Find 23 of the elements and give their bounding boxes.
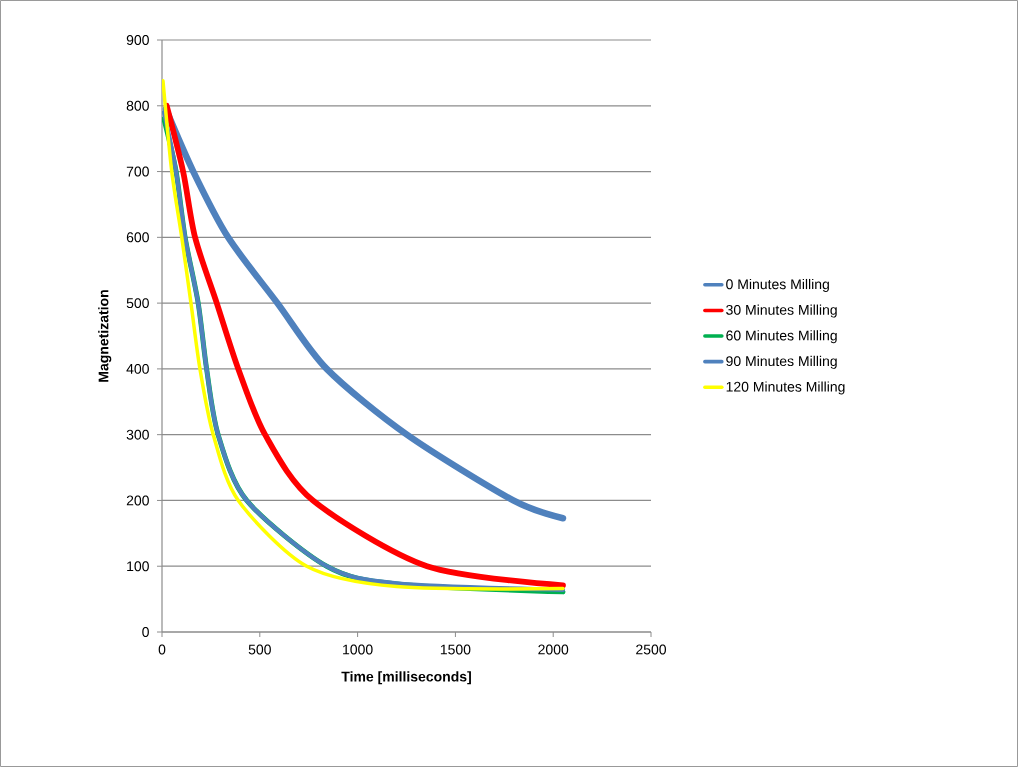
- y-tick-label: 200: [126, 495, 149, 506]
- x-tick-label: 1500: [440, 644, 471, 655]
- y-tick-label: 300: [126, 429, 149, 440]
- legend-label: 60 Minutes Milling: [726, 330, 837, 344]
- y-axis-title: Magnetization: [98, 290, 112, 382]
- y-tick-label: 500: [126, 298, 149, 309]
- legend-label: 0 Minutes Milling: [726, 278, 829, 292]
- y-tick-label: 400: [126, 363, 149, 374]
- x-tick-label: 0: [158, 644, 166, 655]
- y-tick-label: 100: [127, 561, 149, 572]
- legend-label: 30 Minutes Milling: [726, 304, 837, 318]
- y-tick-label: 900: [126, 35, 149, 45]
- x-axis-title: Time [milliseconds]: [341, 671, 471, 685]
- x-tick-label: 2500: [636, 644, 667, 655]
- x-tick-label: 2000: [538, 644, 569, 655]
- y-tick-label: 800: [126, 100, 149, 111]
- x-tick-label: 500: [248, 644, 271, 655]
- y-tick-label: 0: [142, 627, 149, 637]
- y-tick-label: 700: [126, 166, 149, 177]
- x-tick-label: 1000: [343, 644, 373, 655]
- legend-label: 120 Minutes Milling: [726, 381, 845, 395]
- legend-label: 90 Minutes Milling: [726, 355, 837, 369]
- y-tick-label: 600: [126, 232, 149, 243]
